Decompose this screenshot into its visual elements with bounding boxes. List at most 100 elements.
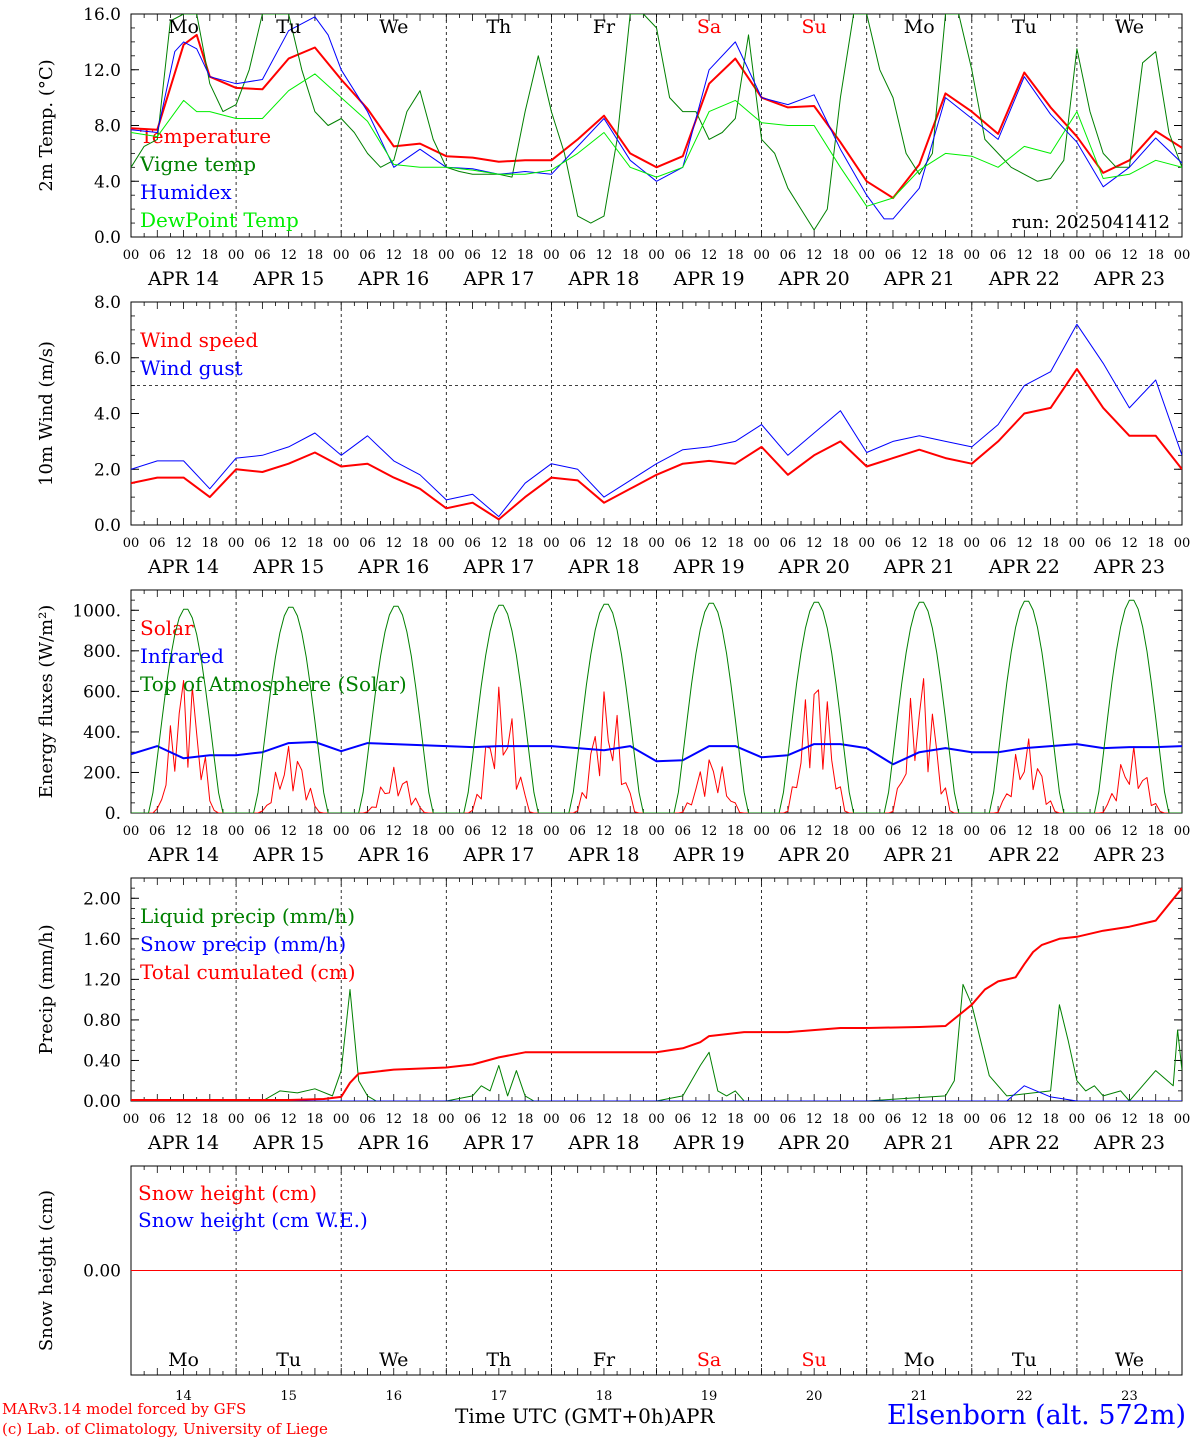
hour-tick-label: 18 xyxy=(937,248,954,263)
legend-entry: Wind speed xyxy=(140,328,258,352)
weekday-label: Fr xyxy=(593,1349,616,1371)
hour-tick-label: 00 xyxy=(753,536,770,551)
hour-tick-label: 06 xyxy=(254,824,271,839)
weekday-label: Su xyxy=(802,1349,827,1371)
hour-tick-label: 00 xyxy=(438,1112,455,1127)
series-line-3 xyxy=(131,599,1182,813)
hour-tick-label: 12 xyxy=(596,1112,613,1127)
hour-tick-label: 00 xyxy=(964,248,981,263)
hour-tick-label: 12 xyxy=(911,248,928,263)
hour-tick-label: 00 xyxy=(1174,1112,1191,1127)
hour-tick-label: 18 xyxy=(307,1112,324,1127)
hour-tick-label: 12 xyxy=(491,1112,508,1127)
weekday-label: Su xyxy=(802,16,827,38)
legend-entry: Snow height (cm W.E.) xyxy=(138,1208,368,1232)
date-label: APR 21 xyxy=(883,556,955,578)
day-number-label: 22 xyxy=(1016,1389,1033,1404)
series-line-2 xyxy=(131,741,1182,766)
date-label: APR 19 xyxy=(673,268,745,290)
hour-tick-label: 00 xyxy=(333,824,350,839)
hour-tick-label: 12 xyxy=(806,1112,823,1127)
date-label: APR 18 xyxy=(567,844,639,866)
hour-tick-label: 12 xyxy=(596,536,613,551)
hour-tick-label: 06 xyxy=(464,824,481,839)
hour-tick-label: 00 xyxy=(1174,824,1191,839)
series-line-4 xyxy=(131,73,1182,207)
hour-tick-label: 12 xyxy=(806,824,823,839)
y-tick-label: 1000. xyxy=(72,601,121,621)
date-label: APR 21 xyxy=(883,1132,955,1154)
weekday-label: Mo xyxy=(168,1349,199,1371)
hour-tick-label: 18 xyxy=(307,248,324,263)
y-tick-label: 2.00 xyxy=(83,889,121,909)
hour-tick-label: 18 xyxy=(202,248,219,263)
date-label: APR 16 xyxy=(357,844,429,866)
hour-tick-label: 18 xyxy=(832,1112,849,1127)
y-tick-label: 12.0 xyxy=(83,61,121,81)
date-label: APR 19 xyxy=(673,556,745,578)
hour-tick-label: 12 xyxy=(1121,248,1138,263)
run-annotation: run: 2025041412 xyxy=(1012,212,1170,233)
day-number-label: 18 xyxy=(596,1389,613,1404)
hour-tick-label: 06 xyxy=(675,1112,692,1127)
hour-tick-label: 12 xyxy=(1121,824,1138,839)
date-label: APR 15 xyxy=(252,844,324,866)
hour-tick-label: 12 xyxy=(701,1112,718,1127)
hour-tick-label: 18 xyxy=(202,536,219,551)
weekday-label: Th xyxy=(486,1349,511,1371)
hour-tick-label: 00 xyxy=(123,1112,140,1127)
hour-tick-label: 12 xyxy=(175,536,192,551)
series-line-2 xyxy=(131,1085,1182,1101)
panel-frame xyxy=(130,589,1183,814)
hour-tick-label: 12 xyxy=(1016,1112,1033,1127)
date-label: APR 22 xyxy=(988,556,1060,578)
hour-tick-label: 18 xyxy=(937,536,954,551)
hour-tick-label: 12 xyxy=(1016,248,1033,263)
hour-tick-label: 18 xyxy=(832,824,849,839)
series-line-3 xyxy=(131,887,1182,1101)
y-tick-label: 0.00 xyxy=(83,1092,121,1112)
hour-tick-label: 18 xyxy=(412,1112,429,1127)
hour-tick-label: 06 xyxy=(1095,1112,1112,1127)
hour-tick-label: 18 xyxy=(727,536,744,551)
weekday-label: Tu xyxy=(1012,1349,1037,1371)
hour-tick-label: 06 xyxy=(885,1112,902,1127)
hour-tick-label: 06 xyxy=(885,824,902,839)
date-label: APR 23 xyxy=(1093,844,1165,866)
y-axis-label: 2m Temp. (°C) xyxy=(36,59,57,191)
hour-tick-label: 12 xyxy=(701,824,718,839)
hour-tick-label: 06 xyxy=(464,536,481,551)
legend-entry: Humidex xyxy=(140,180,232,204)
weekday-label: Tu xyxy=(276,1349,301,1371)
weekday-label: Mo xyxy=(904,1349,935,1371)
y-tick-label: 8.0 xyxy=(94,293,121,313)
y-tick-label: 8.0 xyxy=(94,117,121,137)
legend-entry: Top of Atmosphere (Solar) xyxy=(140,672,407,696)
hour-tick-label: 06 xyxy=(885,536,902,551)
y-tick-label: 0.0 xyxy=(94,228,121,248)
day-number-label: 20 xyxy=(806,1389,823,1404)
hour-tick-label: 00 xyxy=(1174,248,1191,263)
date-label: APR 15 xyxy=(252,556,324,578)
hour-tick-label: 12 xyxy=(491,536,508,551)
legend-entry: DewPoint Temp xyxy=(140,208,299,232)
y-tick-label: 16.0 xyxy=(83,5,121,25)
hour-tick-label: 18 xyxy=(622,1112,639,1127)
weekday-label: Mo xyxy=(904,16,935,38)
hour-tick-label: 06 xyxy=(254,1112,271,1127)
legend-entry: Total cumulated (cm) xyxy=(140,960,356,984)
y-tick-label: 1.60 xyxy=(83,930,121,950)
legend-entry: Snow precip (mm/h) xyxy=(140,932,346,956)
hour-tick-label: 00 xyxy=(123,824,140,839)
hour-tick-label: 18 xyxy=(727,1112,744,1127)
x-axis-title-text: Time UTC (GMT+0h) xyxy=(455,1404,672,1428)
hour-tick-label: 06 xyxy=(254,536,271,551)
legend-entry: Infrared xyxy=(140,644,224,668)
weekday-label: Fr xyxy=(593,16,616,38)
hour-tick-label: 00 xyxy=(123,248,140,263)
hour-tick-label: 18 xyxy=(202,824,219,839)
hour-tick-label: 06 xyxy=(675,248,692,263)
date-label: APR 21 xyxy=(883,268,955,290)
date-label: APR 18 xyxy=(567,1132,639,1154)
